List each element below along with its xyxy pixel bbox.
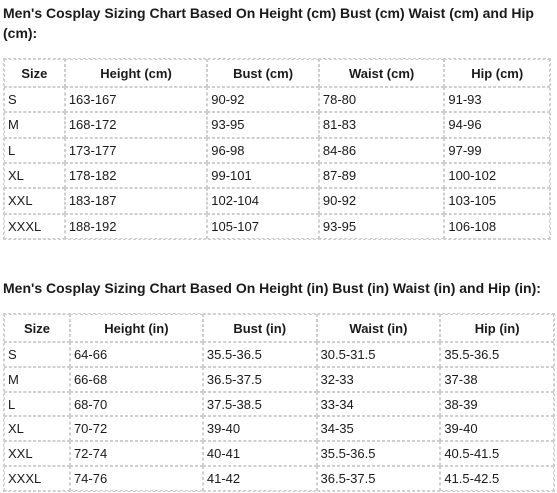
size-cell: XL — [4, 416, 70, 442]
in-chart-heading: Men's Cosplay Sizing Chart Based On Heig… — [3, 280, 541, 296]
column-header-waist: Waist (cm) — [318, 59, 445, 87]
bust-cell: 90-92 — [207, 87, 319, 113]
waist-cell: 78-80 — [318, 87, 445, 113]
table-row: L 68-70 37.5-38.5 33-34 38-39 — [4, 391, 554, 417]
table-row: S 64-66 35.5-36.5 30.5-31.5 35.5-36.5 — [4, 342, 554, 367]
waist-cell: 33-34 — [316, 391, 441, 417]
table-row: M 168-172 93-95 81-83 94-96 — [4, 112, 550, 138]
table-row: XXXL 74-76 41-42 36.5-37.5 41.5-42.5 — [4, 466, 554, 491]
hip-cell: 106-108 — [444, 213, 550, 239]
column-header-bust: Bust (in) — [202, 314, 317, 342]
size-cell: XXL — [4, 188, 65, 214]
height-cell: 64-66 — [69, 342, 203, 367]
bust-cell: 41-42 — [202, 466, 317, 491]
column-header-size: Size — [4, 314, 70, 342]
height-cell: 173-177 — [64, 137, 208, 163]
waist-cell: 87-89 — [318, 162, 445, 189]
waist-cell: 81-83 — [318, 112, 445, 138]
column-header-height: Height (cm) — [64, 59, 208, 87]
height-cell: 72-74 — [69, 441, 203, 467]
size-cell: L — [4, 137, 65, 163]
hip-cell: 97-99 — [444, 137, 550, 163]
bust-cell: 105-107 — [207, 213, 319, 239]
hip-cell: 35.5-36.5 — [440, 342, 554, 367]
waist-cell: 84-86 — [318, 137, 445, 163]
column-header-hip: Hip (in) — [440, 314, 554, 342]
height-cell: 183-187 — [64, 188, 208, 214]
cm-chart-heading: Men's Cosplay Sizing Chart Based On Heig… — [3, 5, 534, 41]
bust-cell: 102-104 — [207, 188, 319, 214]
waist-cell: 35.5-36.5 — [316, 441, 441, 467]
height-cell: 68-70 — [69, 391, 203, 417]
height-cell: 74-76 — [69, 466, 203, 491]
column-header-bust: Bust (cm) — [207, 59, 319, 87]
waist-cell: 32-33 — [316, 366, 441, 392]
size-cell: XL — [4, 162, 65, 189]
hip-cell: 37-38 — [440, 366, 554, 392]
table-row: XXL 72-74 40-41 35.5-36.5 40.5-41.5 — [4, 441, 554, 467]
table-row: S 163-167 90-92 78-80 91-93 — [4, 87, 550, 113]
table-row: XXL 183-187 102-104 90-92 103-105 — [4, 188, 550, 214]
size-cell: M — [4, 112, 65, 138]
waist-cell: 93-95 — [318, 213, 445, 239]
height-cell: 188-192 — [64, 213, 208, 239]
waist-cell: 30.5-31.5 — [316, 342, 441, 367]
table-row: XL 178-182 99-101 87-89 100-102 — [4, 162, 550, 189]
size-cell: XXXL — [4, 213, 65, 239]
table-row: M 66-68 36.5-37.5 32-33 37-38 — [4, 366, 554, 392]
hip-cell: 39-40 — [440, 416, 554, 442]
table-header-row: Size Height (in) Bust (in) Waist (in) Hi… — [4, 314, 554, 342]
table-header-row: Size Height (cm) Bust (cm) Waist (cm) Hi… — [4, 59, 550, 87]
column-header-size: Size — [4, 59, 65, 87]
column-header-height: Height (in) — [69, 314, 203, 342]
hip-cell: 38-39 — [440, 391, 554, 417]
height-cell: 178-182 — [64, 162, 208, 189]
hip-cell: 94-96 — [444, 112, 550, 138]
table-row: XXXL 188-192 105-107 93-95 106-108 — [4, 213, 550, 239]
bust-cell: 93-95 — [207, 112, 319, 138]
size-cell: XXL — [4, 441, 70, 467]
bust-cell: 40-41 — [202, 441, 317, 467]
size-cell: S — [4, 342, 70, 367]
bust-cell: 99-101 — [207, 162, 319, 189]
waist-cell: 34-35 — [316, 416, 441, 442]
bust-cell: 36.5-37.5 — [202, 366, 317, 392]
hip-cell: 91-93 — [444, 87, 550, 113]
size-cell: L — [4, 391, 70, 417]
height-cell: 70-72 — [69, 416, 203, 442]
hip-cell: 103-105 — [444, 188, 550, 214]
column-header-hip: Hip (cm) — [444, 59, 550, 87]
bust-cell: 96-98 — [207, 137, 319, 163]
hip-cell: 40.5-41.5 — [440, 441, 554, 467]
bust-cell: 37.5-38.5 — [202, 391, 317, 417]
size-cell: S — [4, 87, 65, 113]
cm-size-table: Size Height (cm) Bust (cm) Waist (cm) Hi… — [3, 58, 551, 240]
size-cell: XXXL — [4, 466, 70, 491]
hip-cell: 41.5-42.5 — [440, 466, 554, 491]
waist-cell: 36.5-37.5 — [316, 466, 441, 491]
bust-cell: 39-40 — [202, 416, 317, 442]
height-cell: 66-68 — [69, 366, 203, 392]
height-cell: 168-172 — [64, 112, 208, 138]
in-size-table: Size Height (in) Bust (in) Waist (in) Hi… — [3, 313, 555, 492]
height-cell: 163-167 — [64, 87, 208, 113]
column-header-waist: Waist (in) — [316, 314, 441, 342]
hip-cell: 100-102 — [444, 162, 550, 189]
bust-cell: 35.5-36.5 — [202, 342, 317, 367]
size-cell: M — [4, 366, 70, 392]
table-row: XL 70-72 39-40 34-35 39-40 — [4, 416, 554, 442]
waist-cell: 90-92 — [318, 188, 445, 214]
table-row: L 173-177 96-98 84-86 97-99 — [4, 137, 550, 163]
